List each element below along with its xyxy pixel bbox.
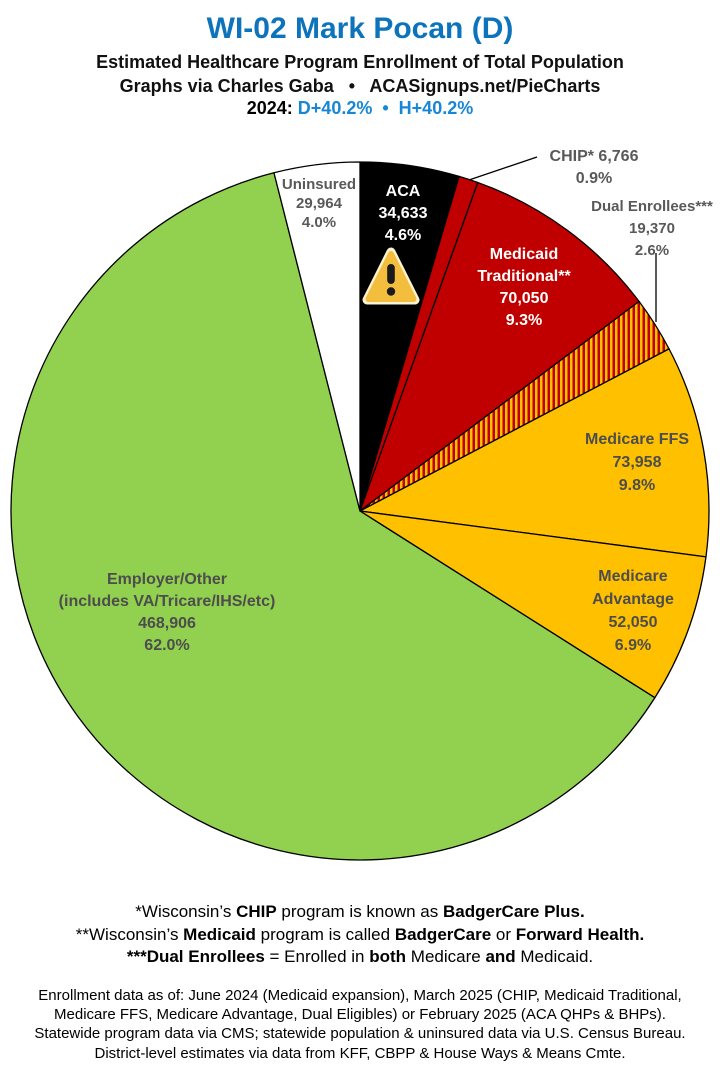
label-line: 34,633 <box>378 205 428 222</box>
label-line: 2.6% <box>634 242 670 259</box>
text-segment: **Wisconsin’s <box>75 924 184 944</box>
footnote-line: *Wisconsin’s CHIP program is known as Ba… <box>0 901 720 924</box>
text-segment: Medicaid. <box>515 947 594 966</box>
slice-advantage <box>359 510 707 699</box>
text-segment: ***Dual Enrollees <box>126 947 265 966</box>
slice-ffs <box>359 348 710 558</box>
label-line: 19,370 <box>629 220 675 237</box>
label-line: Uninsured <box>281 176 357 193</box>
footnote-line: ***Dual Enrollees = Enrolled in both Med… <box>0 946 720 969</box>
text-segment: *Wisconsin’s <box>135 902 237 921</box>
text-segment: D+40.2% <box>297 98 373 118</box>
label-line: 52,050 <box>608 614 658 631</box>
label-line: 73,958 <box>612 454 662 471</box>
label-line: 29,964 <box>296 195 342 212</box>
label-line: Traditional** <box>477 268 571 285</box>
text-segment: • <box>372 98 399 118</box>
label-line: 4.6% <box>384 227 422 244</box>
footnotes: *Wisconsin’s CHIP program is known as Ba… <box>0 901 720 969</box>
warning-exclamation-dot <box>386 287 396 296</box>
label-uninsured: Uninsured 29,964 4.0% <box>282 175 356 232</box>
label-line: 468,906 <box>138 615 196 632</box>
label-line: 9.3% <box>505 312 543 329</box>
chart-subtitle: Estimated Healthcare Program Enrollment … <box>96 52 624 72</box>
slice-employer <box>10 172 656 861</box>
label-line: 70,050 <box>499 290 549 307</box>
text-segment: BadgerCare Plus. <box>442 902 585 921</box>
label-line: 9.8% <box>618 477 656 494</box>
footnote-line: **Wisconsin’s Medicaid program is called… <box>0 924 720 947</box>
slice-uninsured <box>273 161 361 512</box>
source-line: Medicare FFS, Medicare Advantage, Dual E… <box>54 1006 666 1024</box>
label-line: 62.0% <box>144 637 190 654</box>
partisan-lean-line: 2024: D+40.2% • H+40.2% <box>0 97 720 119</box>
source-line: Statewide program data via CMS; statewid… <box>34 1025 686 1043</box>
text-segment: Forward Health. <box>515 924 645 944</box>
label-line: Medicare FFS <box>584 431 690 448</box>
text-segment: CHIP <box>236 902 277 921</box>
text-segment: Medicare <box>406 947 486 966</box>
text-segment: Medicaid <box>183 924 256 944</box>
label-line: Dual Enrollees*** <box>591 198 713 215</box>
text-segment: H+40.2% <box>398 98 474 118</box>
text-segment: = Enrolled in <box>264 947 370 966</box>
warning-triangle-icon <box>362 247 420 305</box>
label-medicaid: Medicaid Traditional** 70,050 9.3% <box>477 244 570 332</box>
label-line: 4.0% <box>301 214 337 231</box>
label-line: (includes VA/Tricare/IHS/etc) <box>58 593 276 610</box>
text-segment: both <box>369 947 407 966</box>
label-chip: CHIP* 6,766 0.9% <box>550 146 639 190</box>
label-employer: Employer/Other (includes VA/Tricare/IHS/e… <box>59 569 276 657</box>
text-segment: 2024: <box>246 98 298 118</box>
source-line: Enrollment data as of: June 2024 (Medica… <box>38 987 682 1004</box>
text-segment: program is called <box>255 924 395 944</box>
source-line: District-level estimates via data from K… <box>94 1044 626 1062</box>
slice-medicaid <box>359 181 640 512</box>
label-line: 0.9% <box>575 170 613 187</box>
text-segment: program is known as <box>276 902 443 921</box>
label-line: CHIP* 6,766 <box>549 148 639 165</box>
label-aca: ACA 34,633 4.6% <box>379 181 428 247</box>
callout-lines <box>468 156 657 322</box>
data-sources: Enrollment data as of: June 2024 (Medica… <box>0 986 720 1063</box>
page-title: WI-02 Mark Pocan (D) <box>206 12 514 45</box>
label-ffs: Medicare FFS 73,958 9.8% <box>585 428 689 497</box>
label-line: Advantage <box>592 591 674 608</box>
label-line: Medicaid <box>489 246 559 263</box>
warning-exclamation-bar <box>387 264 395 284</box>
label-line: 6.9% <box>614 637 652 654</box>
text-segment: BadgerCare <box>394 924 492 944</box>
text-segment: or <box>491 924 516 944</box>
label-line: Employer/Other <box>106 571 228 588</box>
label-line: Medicare <box>598 568 668 585</box>
label-dual: Dual Enrollees*** 19,370 2.6% <box>591 196 713 262</box>
credit-line: Graphs via Charles Gaba • ACASignups.net… <box>119 76 601 96</box>
label-advantage: Medicare Advantage 52,050 6.9% <box>592 565 674 657</box>
chip-callout-line <box>468 156 538 181</box>
text-segment: and <box>485 947 516 966</box>
label-line: ACA <box>385 183 421 200</box>
